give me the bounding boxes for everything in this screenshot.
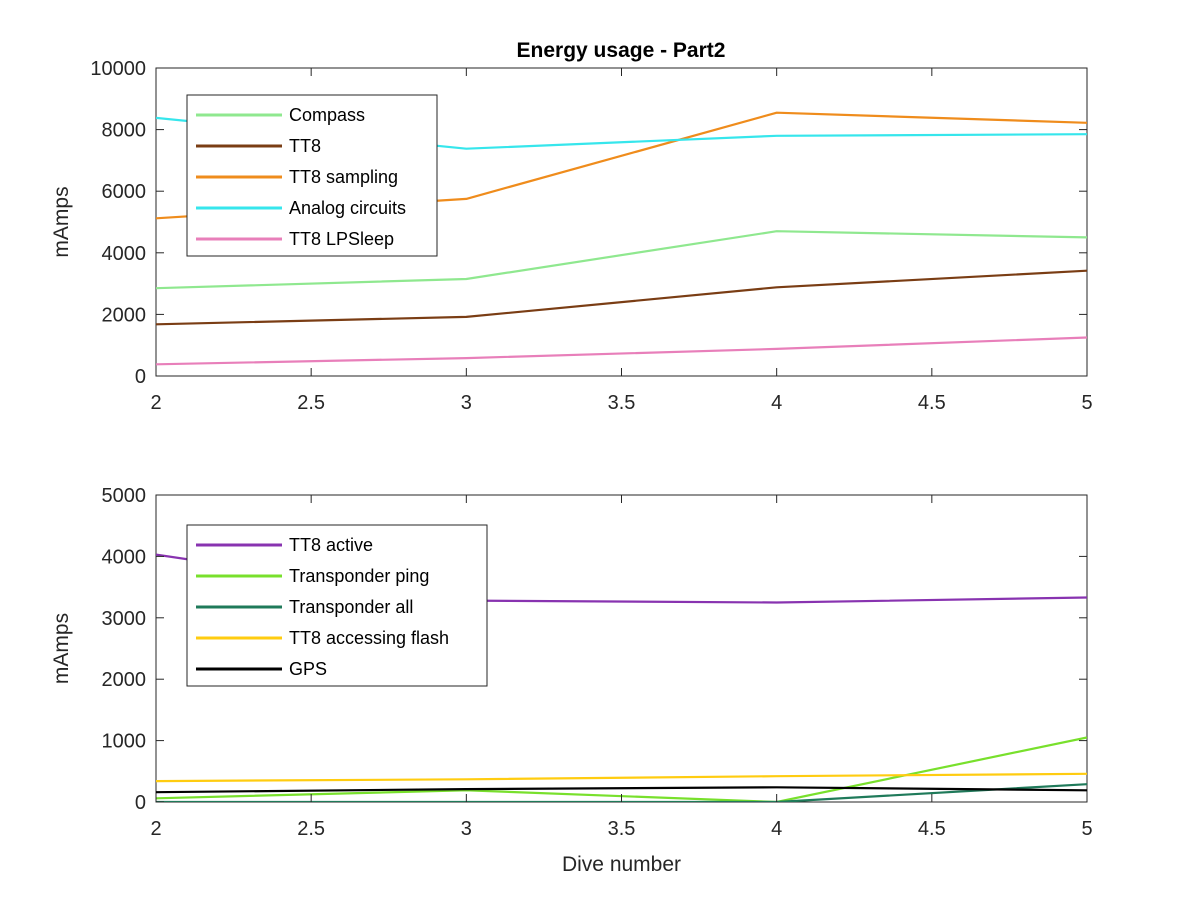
y-tick-label: 5000 [102, 485, 147, 507]
y-tick-label: 6000 [102, 181, 147, 203]
series-line-tt8-lpsleep [156, 336, 1087, 366]
legend-label: GPS [289, 659, 327, 679]
x-tick-label: 2 [150, 818, 161, 840]
series-line-gps [156, 786, 1087, 794]
y-tick-label: 4000 [102, 546, 147, 568]
legend-label: Compass [289, 105, 365, 125]
x-tick-label: 4 [771, 818, 782, 840]
x-tick-label: 3 [461, 818, 472, 840]
x-tick-label: 5 [1081, 392, 1092, 414]
x-tick-label: 4.5 [918, 392, 946, 414]
legend-label: Transponder ping [289, 566, 429, 586]
legend: TT8 active Transponder ping Transponder al… [186, 524, 488, 687]
x-tick-label: 2.5 [297, 392, 325, 414]
x-tick-label: 4.5 [918, 818, 946, 840]
legend-label: TT8 accessing flash [289, 628, 449, 648]
y-tick-label: 0 [135, 366, 146, 388]
x-tick-label: 3.5 [608, 392, 636, 414]
y-tick-label: 3000 [102, 608, 147, 630]
x-tick-label: 3.5 [608, 818, 636, 840]
legend-label: Transponder all [289, 597, 413, 617]
x-tick-label: 5 [1081, 818, 1092, 840]
legend-label: TT8 active [289, 535, 373, 555]
y-tick-label: 2000 [102, 304, 147, 326]
legend-label: TT8 LPSleep [289, 229, 394, 249]
legend-label: TT8 sampling [289, 167, 398, 187]
figure-title: Energy usage - Part2 [517, 39, 726, 62]
x-tick-label: 2 [150, 392, 161, 414]
y-tick-label: 4000 [102, 243, 147, 265]
legend-label: TT8 [289, 136, 321, 156]
legend-label: Analog circuits [289, 198, 406, 218]
legend-box [186, 524, 488, 687]
y-tick-label: 0 [135, 792, 146, 814]
y-tick-label: 10000 [90, 58, 146, 80]
y-tick-label: 2000 [102, 669, 147, 691]
plots-container: 2 2.5 3 3.5 4 4.5 50200040006000800010000mAmps… [50, 58, 1093, 876]
series-group [156, 111, 1087, 366]
y-tick-label: 8000 [102, 120, 147, 142]
chart-1: 2 2.5 3 3.5 4 4.5 5 0 2000 4000 6000 8000 10000 mAmps… [50, 58, 1093, 414]
x-tick-label: 2.5 [297, 818, 325, 840]
series-line-transponder-all [156, 783, 1087, 802]
y-axis-label: mAmps [50, 613, 73, 684]
legend: Compass TT8 TT8 sampling Analog circuits TT8… [186, 94, 438, 257]
y-axis-label: mAmps [50, 186, 73, 257]
series-line-tt8-accessing-flash [156, 772, 1087, 783]
y-tick-label: 1000 [102, 731, 147, 753]
x-tick-label: 4 [771, 392, 782, 414]
series-line-compass [156, 230, 1087, 290]
series-line-tt8 [156, 269, 1087, 326]
chart-2: 2 2.5 3 3.5 4 4.5 5 0 1000 2000 3000 4000 5000 mAmps D… [50, 485, 1093, 876]
x-tick-label: 3 [461, 392, 472, 414]
x-axis-label: Dive number [562, 853, 681, 876]
